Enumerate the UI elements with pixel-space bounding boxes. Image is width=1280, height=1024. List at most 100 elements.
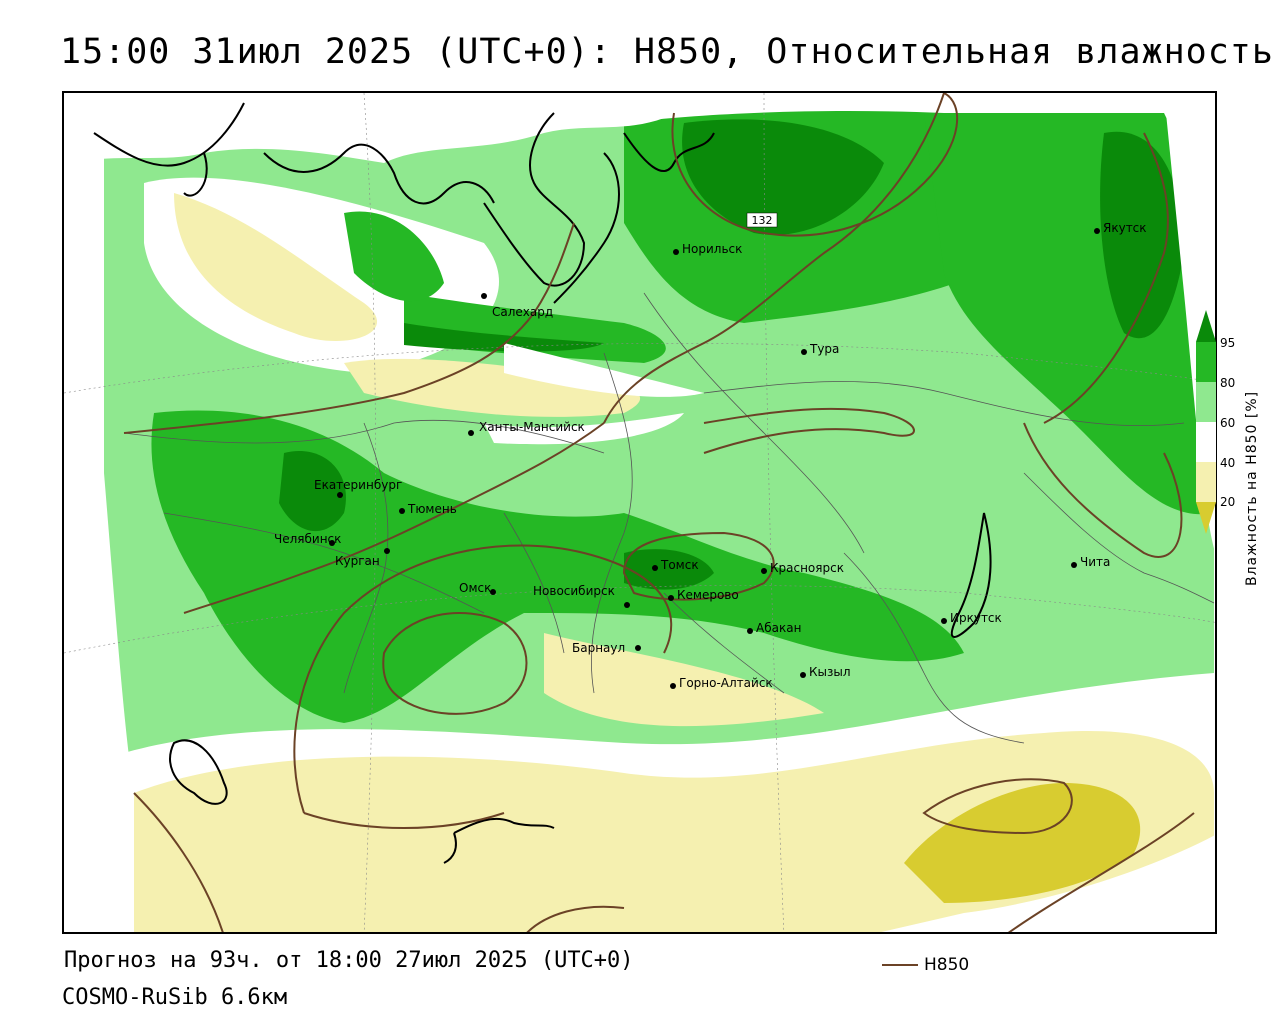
humidity-zone-40-60 (484, 413, 684, 445)
city-dot (801, 349, 807, 355)
city-dot (668, 595, 674, 601)
city-marker[interactable]: Салехард (481, 293, 553, 319)
city-marker[interactable]: Кызыл (800, 665, 851, 679)
humidity-zone-20-40 (174, 193, 378, 342)
h850-contour (1007, 812, 1195, 932)
city-dot (673, 249, 679, 255)
city-label: Якутск (1103, 221, 1147, 235)
city-dot (490, 589, 496, 595)
city-dot (624, 602, 630, 608)
model-name: COSMO-RuSib 6.6км (62, 985, 288, 1010)
city-dot (747, 628, 753, 634)
humidity-zone-lt20 (904, 783, 1141, 903)
city-marker[interactable]: Барнаул (572, 641, 641, 655)
contour-legend: H850 (882, 953, 969, 977)
colorbar-title: Влажность на H850 [%] (1244, 390, 1260, 586)
colorbar-swatch-80-95 (1196, 342, 1216, 382)
city-dot (800, 672, 806, 678)
city-dot (761, 568, 767, 574)
city-marker[interactable]: Тюмень (399, 502, 457, 516)
svg-text:132: 132 (752, 214, 773, 227)
city-marker[interactable]: Норильск (673, 242, 742, 256)
h850-contour (603, 93, 945, 424)
city-dot (652, 565, 658, 571)
city-marker[interactable]: Кемерово (668, 588, 739, 602)
graticule (64, 93, 1215, 932)
humidity-zone-80-95 (151, 410, 964, 723)
h850-contour (703, 407, 915, 454)
h850-contour (183, 422, 605, 614)
city-label: Абакан (756, 621, 801, 635)
city-marker[interactable]: Тура (801, 342, 839, 356)
h850-contour (123, 222, 575, 434)
city-label: Челябинск (274, 532, 341, 546)
map-title: 15:00 31июл 2025 (UTC+0): H850, Относите… (60, 32, 1274, 72)
city-dot (384, 548, 390, 554)
city-label: Горно-Алтайск (679, 676, 773, 690)
city-dot (337, 492, 343, 498)
city-marker[interactable]: Абакан (747, 621, 801, 635)
city-label: Красноярск (770, 561, 844, 575)
humidity-zone-gt95 (682, 119, 884, 235)
city-dot (1094, 228, 1100, 234)
city-label: Барнаул (572, 641, 625, 655)
city-dot (635, 645, 641, 651)
city-label: Тура (809, 342, 839, 356)
city-markers: Салехард Норильск Якутск Тура Ханты-Мансийск… (274, 221, 1147, 690)
city-label: Ханты-Мансийск (479, 420, 585, 434)
colorbar-swatch-20-40 (1196, 462, 1216, 502)
colorbar-swatch-gt95 (1196, 310, 1216, 342)
humidity-zone-20-40 (544, 633, 824, 727)
city-label: Кызыл (809, 665, 851, 679)
humidity-zone-gt95 (279, 451, 346, 532)
city-label: Иркутск (950, 611, 1002, 625)
h850-contour (1023, 422, 1183, 558)
city-label: Салехард (492, 305, 553, 319)
contour-legend-line (882, 964, 918, 966)
colorbar-tick: 60 (1220, 416, 1236, 430)
h850-contour (293, 544, 673, 814)
no-data-region (64, 93, 684, 163)
city-marker[interactable]: Чита (1071, 555, 1110, 569)
city-marker[interactable]: Челябинск (274, 532, 341, 546)
city-marker[interactable]: Горно-Алтайск (670, 676, 773, 690)
city-marker[interactable]: Омск (459, 581, 496, 595)
city-dot (481, 293, 487, 299)
city-dot (468, 430, 474, 436)
h850-contour (622, 531, 775, 601)
city-label: Норильск (682, 242, 742, 256)
contour-legend-label: H850 (924, 955, 970, 975)
city-dot (399, 508, 405, 514)
city-label: Курган (335, 554, 380, 568)
admin-borders (123, 292, 1215, 744)
city-marker[interactable]: Якутск (1094, 221, 1147, 235)
city-marker[interactable]: Иркутск (941, 611, 1002, 625)
contour-value-label: 132 (746, 212, 778, 228)
h850-contour (671, 93, 958, 237)
city-marker[interactable]: Курган (335, 548, 390, 568)
city-dot (1071, 562, 1077, 568)
city-label: Томск (660, 558, 699, 572)
colorbar-tick: 95 (1220, 336, 1236, 350)
h850-contours (123, 93, 1195, 932)
colorbar-tick: 80 (1220, 376, 1236, 390)
city-label: Кемерово (677, 588, 739, 602)
city-dot (670, 683, 676, 689)
humidity-zone-40-60 (504, 343, 704, 397)
city-marker[interactable]: Новосибирск (533, 584, 630, 608)
city-dot (941, 618, 947, 624)
colorbar-tick: 20 (1220, 495, 1236, 509)
h850-contour (133, 792, 224, 932)
forecast-info: Прогноз на 93ч. от 18:00 27июл 2025 (UTC… (64, 948, 634, 973)
city-marker[interactable]: Ханты-Мансийск (468, 420, 585, 436)
h850-contour (382, 612, 528, 715)
coastline (93, 102, 992, 864)
humidity-map[interactable]: 132 Салехард Норильск Якутск Тура Ханты-Манс… (64, 93, 1217, 934)
city-marker[interactable]: Екатеринбург (314, 478, 402, 498)
city-marker[interactable]: Красноярск (761, 561, 844, 575)
h850-contour (922, 778, 1073, 835)
colorbar-swatch-lt20 (1196, 502, 1216, 534)
city-marker[interactable]: Томск (652, 558, 699, 572)
map-panel[interactable]: 132 Салехард Норильск Якутск Тура Ханты-Манс… (62, 91, 1217, 934)
h850-contour (1043, 132, 1169, 424)
